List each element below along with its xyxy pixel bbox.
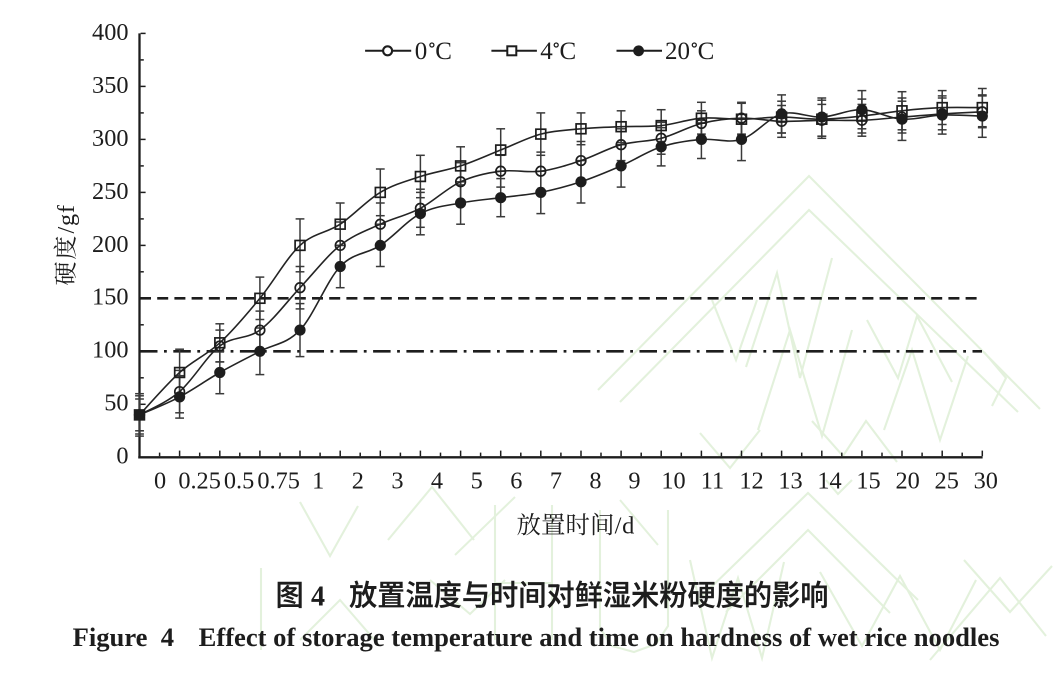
svg-text:50: 50 <box>104 390 128 417</box>
svg-text:7: 7 <box>550 468 562 495</box>
svg-text:300: 300 <box>92 125 128 152</box>
svg-text:14: 14 <box>817 468 841 495</box>
svg-text:1: 1 <box>312 468 324 495</box>
svg-text:8: 8 <box>589 468 601 495</box>
svg-text:30: 30 <box>974 468 998 495</box>
svg-text:400: 400 <box>92 19 128 46</box>
svg-text:20: 20 <box>665 38 690 65</box>
svg-text:0: 0 <box>415 38 428 65</box>
svg-text:C: C <box>698 38 715 65</box>
svg-text:150: 150 <box>92 284 128 311</box>
svg-text:350: 350 <box>92 72 128 99</box>
svg-text:0: 0 <box>154 468 166 495</box>
svg-text:5: 5 <box>471 468 483 495</box>
svg-text:0.5: 0.5 <box>224 468 254 495</box>
svg-text:13: 13 <box>778 468 802 495</box>
svg-text:250: 250 <box>92 178 128 205</box>
svg-text:12: 12 <box>739 468 763 495</box>
svg-text:9: 9 <box>628 468 640 495</box>
svg-text:10: 10 <box>661 468 685 495</box>
svg-text:4: 4 <box>311 582 325 613</box>
svg-text:3: 3 <box>391 468 403 495</box>
svg-text:0.25: 0.25 <box>178 468 221 495</box>
svg-text:4: 4 <box>431 468 443 495</box>
svg-text:0.75: 0.75 <box>257 468 300 495</box>
svg-text:200: 200 <box>92 231 128 258</box>
svg-text:2: 2 <box>352 468 364 495</box>
svg-text:25: 25 <box>935 468 959 495</box>
svg-text:0: 0 <box>116 443 128 470</box>
svg-text:C: C <box>560 38 577 65</box>
svg-text:C: C <box>435 38 452 65</box>
svg-text:15: 15 <box>856 468 880 495</box>
svg-text:100: 100 <box>92 337 128 364</box>
svg-text:Effect of storage temperature: Effect of storage temperature and time o… <box>199 622 1000 652</box>
svg-text:4: 4 <box>540 38 553 65</box>
svg-text:Figure: Figure <box>73 622 148 652</box>
svg-text:6: 6 <box>510 468 522 495</box>
svg-text:/gf: /gf <box>53 204 80 233</box>
svg-text:/d: /d <box>615 512 636 539</box>
svg-text:4: 4 <box>161 622 174 652</box>
svg-text:20: 20 <box>895 468 919 495</box>
svg-text:11: 11 <box>701 468 724 495</box>
